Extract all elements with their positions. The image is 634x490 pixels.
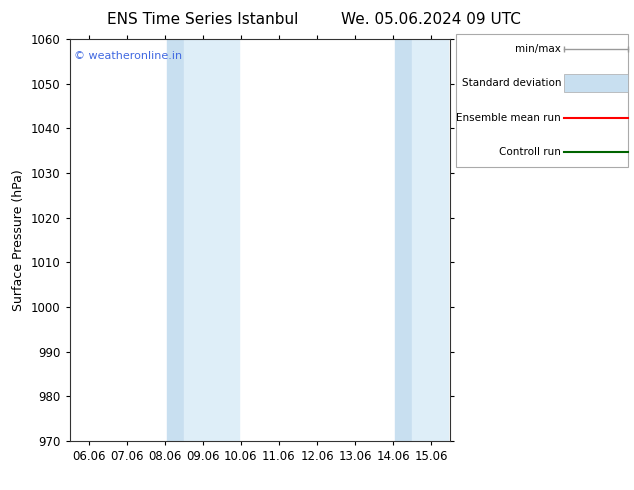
Text: ENS Time Series Istanbul: ENS Time Series Istanbul xyxy=(107,12,299,27)
Text: Controll run: Controll run xyxy=(499,147,561,157)
Bar xyxy=(395,39,412,441)
Text: We. 05.06.2024 09 UTC: We. 05.06.2024 09 UTC xyxy=(341,12,521,27)
Bar xyxy=(184,39,239,441)
Y-axis label: Surface Pressure (hPa): Surface Pressure (hPa) xyxy=(13,169,25,311)
Text: min/max: min/max xyxy=(515,44,561,54)
Bar xyxy=(167,39,184,441)
Text: Standard deviation: Standard deviation xyxy=(462,78,561,88)
Text: © weatheronline.in: © weatheronline.in xyxy=(74,51,182,61)
Text: Ensemble mean run: Ensemble mean run xyxy=(456,113,561,122)
Bar xyxy=(412,39,448,441)
